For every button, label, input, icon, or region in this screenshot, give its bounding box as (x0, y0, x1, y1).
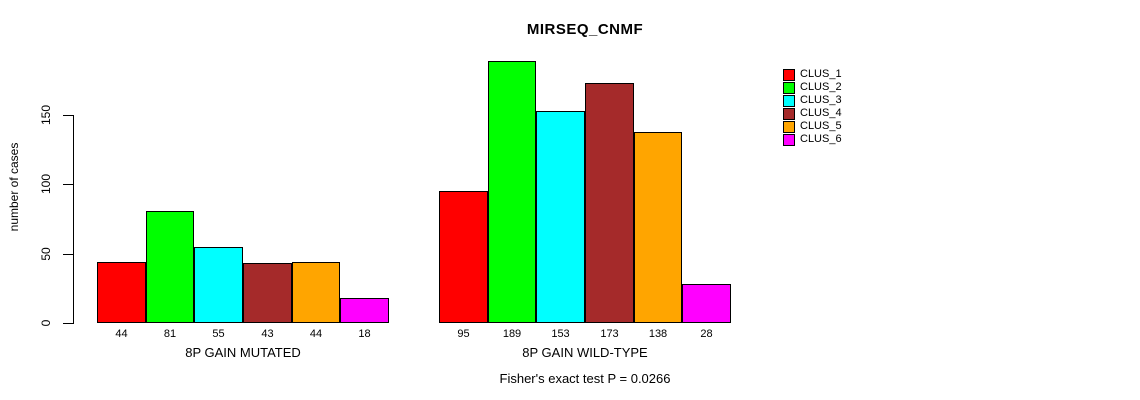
legend-swatch-clus_4 (783, 107, 795, 120)
bar-clus_4 (585, 83, 634, 323)
category-label: 8P GAIN MUTATED (185, 345, 301, 360)
bar-value-label: 81 (163, 328, 177, 340)
legend-item: CLUS_3 (783, 94, 842, 107)
bar-value-label: 138 (648, 328, 668, 340)
bar-value-label: 55 (212, 328, 225, 340)
legend-item: CLUS_2 (783, 81, 842, 94)
legend-item: CLUS_5 (783, 120, 842, 133)
y-axis-tick (63, 115, 74, 116)
bar-value-label: 153 (551, 328, 570, 340)
bar-clus_3 (194, 247, 243, 323)
legend-label: CLUS_5 (800, 120, 842, 132)
y-axis-line (73, 115, 74, 324)
y-axis-title: number of cases (7, 142, 21, 232)
bar-clus_6 (682, 284, 731, 323)
y-tick-label: 150 (39, 104, 53, 126)
chart-title: MIRSEQ_CNMF (526, 21, 644, 38)
bar-clus_3 (536, 111, 585, 323)
legend-label: CLUS_2 (800, 81, 842, 93)
y-tick-label: 50 (39, 247, 53, 261)
y-axis-tick (63, 184, 74, 185)
legend-label: CLUS_3 (800, 94, 842, 106)
legend-swatch-clus_2 (783, 81, 795, 94)
bar-value-label: 44 (115, 328, 128, 340)
stat-annotation: Fisher's exact test P = 0.0266 (499, 371, 671, 386)
bar-value-label: 173 (600, 328, 619, 340)
bar-clus_5 (292, 262, 340, 323)
bar-value-label: 44 (309, 328, 323, 340)
legend-swatch-clus_1 (783, 68, 795, 81)
bar-clus_5 (634, 132, 682, 323)
bar-clus_4 (243, 263, 292, 323)
bar-value-label: 95 (457, 328, 470, 340)
legend-label: CLUS_1 (800, 68, 842, 80)
legend-label: CLUS_6 (800, 133, 842, 145)
category-label: 8P GAIN WILD-TYPE (522, 345, 648, 360)
legend-swatch-clus_6 (783, 133, 795, 146)
bar-clus_1 (439, 191, 488, 323)
bar-value-label: 28 (700, 328, 713, 340)
y-tick-label: 0 (39, 319, 53, 327)
legend-swatch-clus_3 (783, 94, 795, 107)
y-tick-label: 100 (39, 173, 53, 195)
bar-clus_2 (146, 211, 194, 323)
legend-swatch-clus_5 (783, 120, 795, 133)
legend-item: CLUS_6 (783, 133, 842, 146)
bar-clus_1 (97, 262, 146, 323)
bar-value-label: 189 (502, 328, 522, 340)
bar-clus_6 (340, 298, 389, 323)
y-axis-tick (63, 254, 74, 255)
legend-item: CLUS_1 (783, 68, 842, 81)
legend-label: CLUS_4 (800, 107, 842, 119)
bar-value-label: 18 (358, 328, 371, 340)
bar-clus_2 (488, 61, 536, 323)
legend-item: CLUS_4 (783, 107, 842, 120)
y-axis-tick (63, 323, 74, 324)
bar-value-label: 43 (261, 328, 274, 340)
